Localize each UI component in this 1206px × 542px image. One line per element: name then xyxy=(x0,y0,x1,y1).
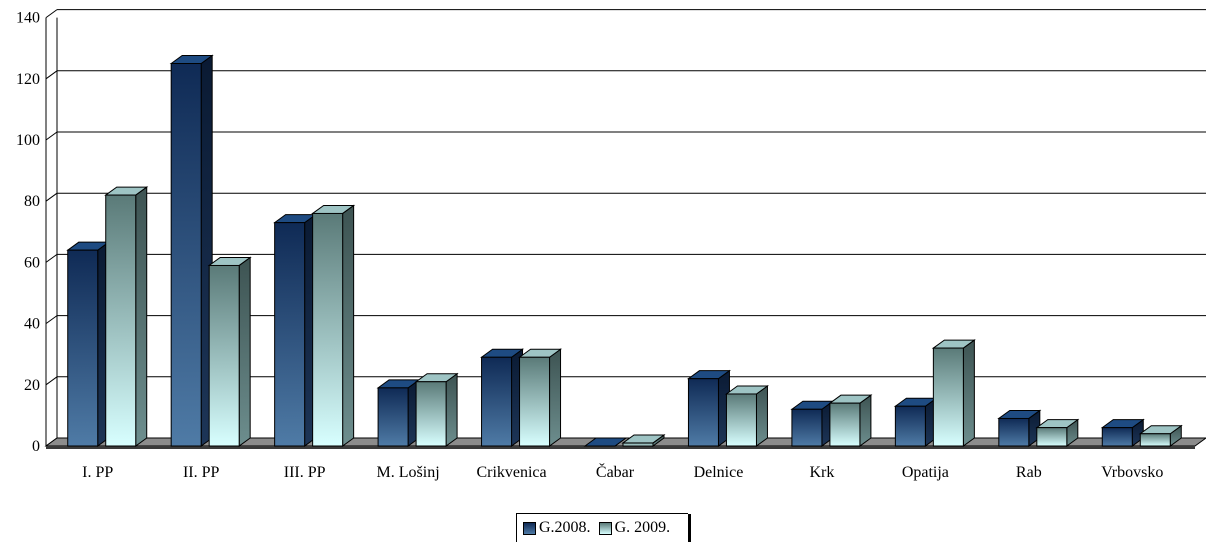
bar-2008 xyxy=(686,369,731,447)
bar-front xyxy=(894,405,926,447)
bar-front xyxy=(170,63,202,447)
x-category-label: Crikvenica xyxy=(476,464,546,481)
bar-side xyxy=(445,372,458,447)
bar-side xyxy=(755,384,768,447)
bar-front xyxy=(415,381,447,447)
bar-front xyxy=(67,249,99,447)
bar-front xyxy=(105,194,137,447)
bar-front xyxy=(208,264,240,447)
tick-mark xyxy=(45,253,58,263)
bar-front xyxy=(687,378,719,447)
x-category-label: Rab xyxy=(1016,464,1042,481)
bar-front xyxy=(1036,427,1068,447)
y-tick-label: 140 xyxy=(16,10,40,27)
bar-2008 xyxy=(997,409,1042,447)
bar-front xyxy=(932,347,964,447)
bar-2008 xyxy=(480,348,525,447)
bar-front xyxy=(829,402,861,447)
bar-2008 xyxy=(583,437,628,447)
bar-front xyxy=(377,387,409,447)
bar-side xyxy=(962,339,975,447)
bar-2009 xyxy=(1138,424,1183,447)
x-category-label: Opatija xyxy=(902,464,949,481)
bar-2008 xyxy=(169,54,214,447)
x-category-label: Delnice xyxy=(694,464,744,481)
bar-top xyxy=(583,437,628,447)
y-tick-label: 100 xyxy=(16,132,40,149)
bar-2008 xyxy=(376,378,421,447)
x-category-label: Krk xyxy=(809,464,834,481)
bar-2009 xyxy=(828,394,873,447)
bar-front xyxy=(274,222,306,447)
bar-front xyxy=(791,408,823,447)
bar-front xyxy=(622,442,654,447)
legend-item-2008: G.2008. xyxy=(523,519,591,537)
bar-front xyxy=(1139,433,1171,447)
bar-2009 xyxy=(104,186,149,447)
y-tick-label: 40 xyxy=(24,316,40,333)
bar-2008 xyxy=(66,241,111,447)
bar-front xyxy=(519,356,551,447)
bar-2009 xyxy=(414,372,459,447)
bar-2009 xyxy=(931,339,976,447)
bars xyxy=(66,54,1183,447)
bar-2008 xyxy=(893,397,938,447)
tick-mark xyxy=(45,131,58,141)
bar-2009 xyxy=(518,348,563,447)
tick-mark xyxy=(45,70,58,80)
tick-mark xyxy=(45,192,58,202)
x-category-label: I. PP xyxy=(82,464,113,481)
legend-label-2008: G.2008. xyxy=(539,519,591,536)
y-tick-label: 80 xyxy=(24,193,40,210)
y-axis-ticks: 0 20 40 60 80 100 120 140 xyxy=(16,10,40,455)
x-category-label: III. PP xyxy=(284,464,326,481)
bar-2009 xyxy=(621,433,666,447)
bar-front xyxy=(481,356,513,447)
x-axis-labels: I. PP II. PP III. PP M. Lošinj Crikvenica Čab… xyxy=(82,462,1163,481)
bar-front xyxy=(312,212,344,447)
chart-legend: G.2008. G. 2009. xyxy=(516,513,692,542)
y-tick-label: 20 xyxy=(24,377,40,394)
x-category-label: Čabar xyxy=(596,462,635,481)
bar-front xyxy=(725,393,757,447)
bar-2009 xyxy=(724,384,769,447)
bar-2009 xyxy=(207,256,252,447)
bar-side xyxy=(238,256,251,447)
legend-item-2009: G. 2009. xyxy=(598,519,671,537)
bar-2008 xyxy=(273,213,318,447)
tick-mark xyxy=(45,315,58,325)
x-category-label: II. PP xyxy=(183,464,220,481)
x-category-label: Vrbovsko xyxy=(1101,464,1163,481)
bar-side xyxy=(342,204,355,447)
legend-swatch-2009 xyxy=(598,521,612,535)
bar-front xyxy=(1101,427,1133,447)
bar-side xyxy=(859,394,872,447)
bar-front xyxy=(998,417,1030,447)
legend-swatch-2008 xyxy=(523,521,536,535)
bar-side xyxy=(135,186,148,447)
x-category-label: M. Lošinj xyxy=(377,464,440,481)
y-tick-label: 120 xyxy=(16,71,40,88)
tick-mark xyxy=(45,376,58,386)
legend-label-2009: G. 2009. xyxy=(614,519,671,536)
bar-2008 xyxy=(790,400,835,447)
floor-front xyxy=(46,446,1195,449)
tick-mark xyxy=(45,9,58,19)
bar-2009 xyxy=(1035,418,1080,447)
bar-side xyxy=(549,348,562,447)
y-tick-label: 60 xyxy=(24,254,40,271)
y-tick-label: 0 xyxy=(32,438,40,455)
bar-2009 xyxy=(311,204,356,447)
bar-2008 xyxy=(1100,418,1145,447)
